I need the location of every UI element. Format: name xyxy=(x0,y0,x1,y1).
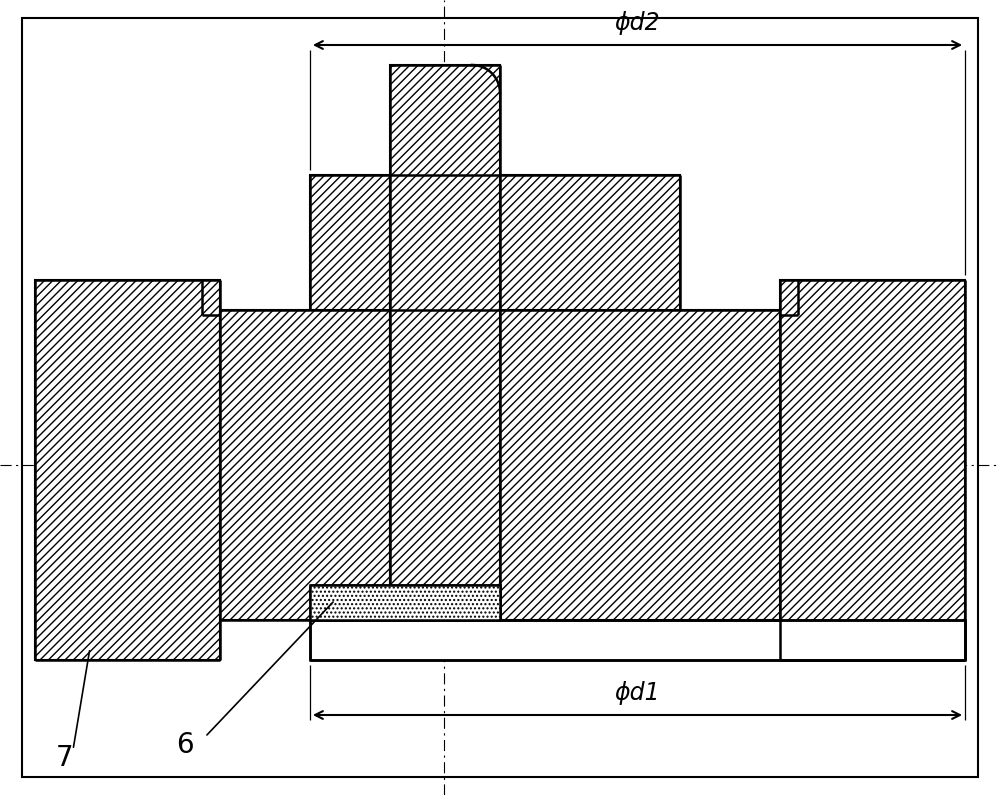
Bar xyxy=(390,65,500,620)
Text: 7: 7 xyxy=(56,744,74,772)
Bar xyxy=(780,280,965,660)
Bar xyxy=(310,585,500,620)
Bar xyxy=(35,280,220,660)
Bar xyxy=(500,175,680,310)
Bar xyxy=(310,175,390,310)
Text: 6: 6 xyxy=(176,731,194,759)
Text: ϕd2: ϕd2 xyxy=(615,11,660,35)
Text: ϕd1: ϕd1 xyxy=(615,681,660,705)
Bar xyxy=(310,620,965,660)
Bar xyxy=(500,310,780,620)
Bar xyxy=(220,310,390,620)
